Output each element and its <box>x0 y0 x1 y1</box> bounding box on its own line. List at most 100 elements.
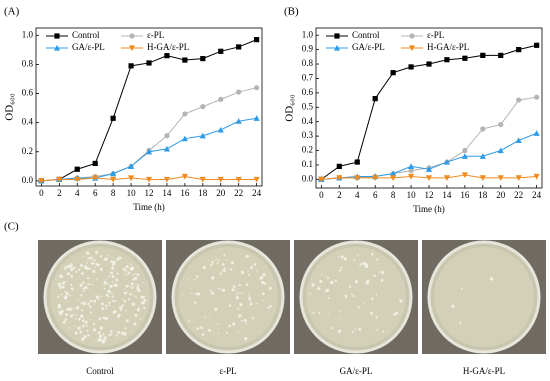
agar <box>306 247 406 347</box>
colony <box>223 254 226 257</box>
colony <box>245 323 248 325</box>
x-tick-label: 6 <box>93 188 98 198</box>
colony <box>129 267 134 271</box>
colony <box>365 281 369 285</box>
y-tick-label: 0.3 <box>302 130 314 140</box>
colony <box>241 292 243 294</box>
colony <box>84 285 88 290</box>
colony <box>91 283 93 286</box>
x-tick-label: 20 <box>216 188 226 198</box>
legend-label: ε-PL <box>427 30 444 40</box>
colony <box>188 320 191 323</box>
colony <box>59 274 62 277</box>
colony <box>241 320 244 323</box>
marker <box>110 176 117 183</box>
colony <box>89 259 91 261</box>
colony <box>339 310 342 312</box>
marker <box>145 148 153 155</box>
colony <box>327 313 330 315</box>
y-tick-label: 0.2 <box>22 146 33 156</box>
colony <box>122 297 124 300</box>
colony <box>129 292 132 296</box>
colony <box>116 272 119 275</box>
colony <box>60 309 64 313</box>
marker <box>533 173 540 180</box>
colony <box>377 271 380 274</box>
colony <box>88 302 90 305</box>
colony <box>338 256 340 258</box>
colony <box>89 267 92 270</box>
colony <box>260 280 265 285</box>
marker <box>515 137 522 144</box>
marker <box>38 178 45 185</box>
panel-label: (C) <box>4 221 19 233</box>
x-tick-label: 24 <box>532 190 542 200</box>
colony <box>120 331 124 335</box>
marker <box>390 70 396 76</box>
marker <box>181 135 188 142</box>
colony <box>194 292 197 296</box>
marker <box>163 145 171 152</box>
colony <box>69 314 74 318</box>
colony <box>80 337 85 342</box>
y-tick-label: 0.7 <box>302 73 314 83</box>
marker <box>479 153 486 159</box>
colony <box>94 266 97 269</box>
colony <box>358 327 362 331</box>
colony <box>64 295 68 298</box>
x-tick-label: 0 <box>39 188 44 198</box>
colony <box>83 301 87 306</box>
colony <box>93 299 97 303</box>
colony <box>75 306 80 310</box>
colony <box>64 291 68 294</box>
marker <box>479 175 486 182</box>
x-tick-label: 22 <box>234 188 243 198</box>
colony <box>231 288 235 292</box>
marker <box>235 176 242 183</box>
colony <box>217 259 220 262</box>
colony <box>74 331 78 335</box>
colony <box>98 317 102 321</box>
colony <box>107 304 110 306</box>
marker <box>199 132 206 139</box>
colony <box>82 281 85 285</box>
colony <box>110 333 113 336</box>
colony <box>92 328 97 332</box>
colony <box>136 286 140 290</box>
marker <box>199 176 206 183</box>
x-tick-label: 0 <box>319 190 324 200</box>
colony <box>215 258 217 260</box>
colony <box>459 321 462 324</box>
x-tick-label: 12 <box>425 190 434 200</box>
colony <box>239 303 242 306</box>
colony <box>351 330 354 334</box>
colony <box>65 313 69 317</box>
marker <box>164 53 170 59</box>
colony <box>79 264 83 267</box>
colony <box>327 296 330 300</box>
colony <box>99 267 103 271</box>
colony <box>112 299 115 303</box>
panel-label: (B) <box>284 6 299 18</box>
colony <box>132 277 136 281</box>
colony <box>99 326 104 330</box>
marker <box>56 176 63 183</box>
colony <box>353 259 356 262</box>
x-tick-label: 24 <box>252 188 262 198</box>
x-tick-label: 16 <box>460 190 470 200</box>
legend-marker <box>334 33 340 39</box>
colony <box>122 267 126 271</box>
colony <box>109 329 113 333</box>
colony <box>70 265 73 268</box>
colony <box>66 300 69 303</box>
colony <box>218 287 221 290</box>
colony <box>124 327 127 330</box>
colony <box>103 287 106 290</box>
legend-label: GA/ε-PL <box>352 42 385 52</box>
x-tick-label: 2 <box>337 190 342 200</box>
colony <box>106 317 109 320</box>
colony <box>131 286 135 289</box>
colony <box>359 263 362 266</box>
colony <box>70 269 73 272</box>
colony <box>125 273 128 276</box>
